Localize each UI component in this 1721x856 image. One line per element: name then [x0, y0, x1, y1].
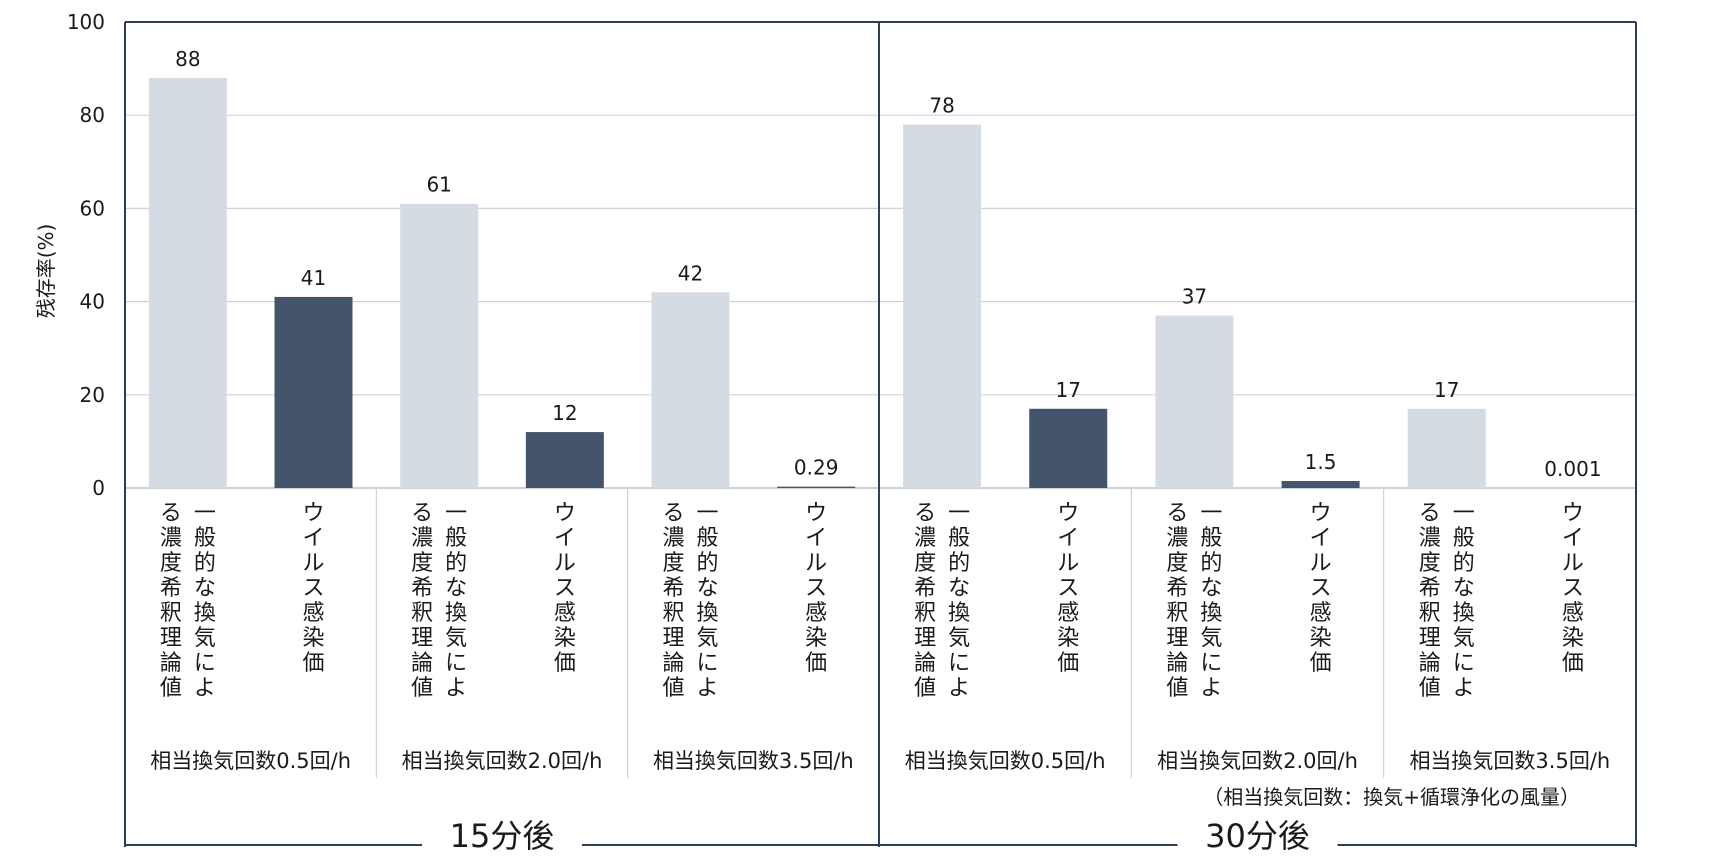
x-category-label: る濃度希釈理論値 [662, 501, 684, 701]
x-category-label: ウイルス感染価 [1057, 501, 1079, 676]
bar-virus [525, 432, 604, 488]
x-category-label: る濃度希釈理論値 [411, 501, 433, 701]
y-tick-label: 60 [80, 196, 105, 220]
footnote: （相当換気回数：換気+循環浄化の風量） [1203, 785, 1580, 809]
bar-theory [1407, 408, 1486, 488]
x-category-label: る濃度希釈理論値 [1166, 501, 1188, 701]
x-category-label: ウイルス感染価 [805, 501, 827, 676]
bar-theory [903, 124, 982, 489]
y-tick-label: 20 [80, 383, 105, 407]
bar-virus [777, 486, 856, 488]
bar-virus [1029, 408, 1108, 488]
group-label: 相当換気回数3.5回/h [653, 749, 854, 773]
x-category-label: る濃度希釈理論値 [1419, 501, 1441, 701]
data-label: 61 [426, 173, 451, 197]
bar-theory [651, 292, 730, 488]
y-axis-label: 残存率(%) [34, 224, 58, 319]
section-label: 30分後 [1205, 817, 1310, 855]
x-category-label: る濃度希釈理論値 [914, 501, 936, 701]
x-category-label: ウイルス感染価 [554, 501, 576, 676]
bar-theory [1155, 315, 1234, 488]
bars [148, 77, 1612, 489]
group-label: 相当換気回数3.5回/h [1409, 749, 1610, 773]
x-category-label: 一般的な換気によ [948, 501, 970, 701]
x-category-label: 一般的な換気によ [1453, 501, 1475, 701]
group-label: 相当換気回数2.0回/h [1157, 749, 1358, 773]
data-label: 17 [1056, 378, 1081, 402]
data-label: 0.29 [794, 456, 839, 480]
x-category-label: 一般的な換気によ [445, 501, 467, 701]
data-label: 12 [552, 401, 577, 425]
x-category-label: ウイルス感染価 [1562, 501, 1584, 676]
bar-theory [148, 77, 227, 489]
chart-frame [124, 21, 1637, 847]
data-label: 41 [301, 266, 326, 290]
bar-theory [400, 203, 479, 489]
data-label: 0.001 [1544, 457, 1601, 481]
x-category-label: 一般的な換気によ [194, 501, 216, 701]
data-label: 88 [175, 47, 200, 71]
x-category-label: 一般的な換気によ [1200, 501, 1222, 701]
bar-virus [274, 296, 353, 488]
data-label: 37 [1182, 285, 1207, 309]
data-label: 78 [929, 94, 954, 118]
bar-virus [1281, 481, 1360, 488]
y-tick-label: 100 [67, 10, 105, 34]
group-label: 相当換気回数0.5回/h [905, 749, 1106, 773]
x-category-label: ウイルス感染価 [1310, 501, 1332, 676]
group-label: 相当換気回数2.0回/h [402, 749, 603, 773]
x-category-label: 一般的な換気によ [696, 501, 718, 701]
y-tick-label: 0 [92, 476, 105, 500]
x-category-label: ウイルス感染価 [302, 501, 324, 676]
section-label: 15分後 [450, 817, 555, 855]
group-label: 相当換気回数0.5回/h [150, 749, 351, 773]
y-tick-label: 80 [80, 103, 105, 127]
data-label: 17 [1434, 378, 1459, 402]
x-category-label: る濃度希釈理論値 [160, 501, 182, 701]
data-label: 42 [678, 261, 703, 285]
y-tick-label: 40 [80, 290, 105, 314]
data-label: 1.5 [1305, 450, 1337, 474]
labels: 02040608010088一般的な換気による濃度希釈理論値41ウイルス感染価相… [67, 10, 1610, 855]
